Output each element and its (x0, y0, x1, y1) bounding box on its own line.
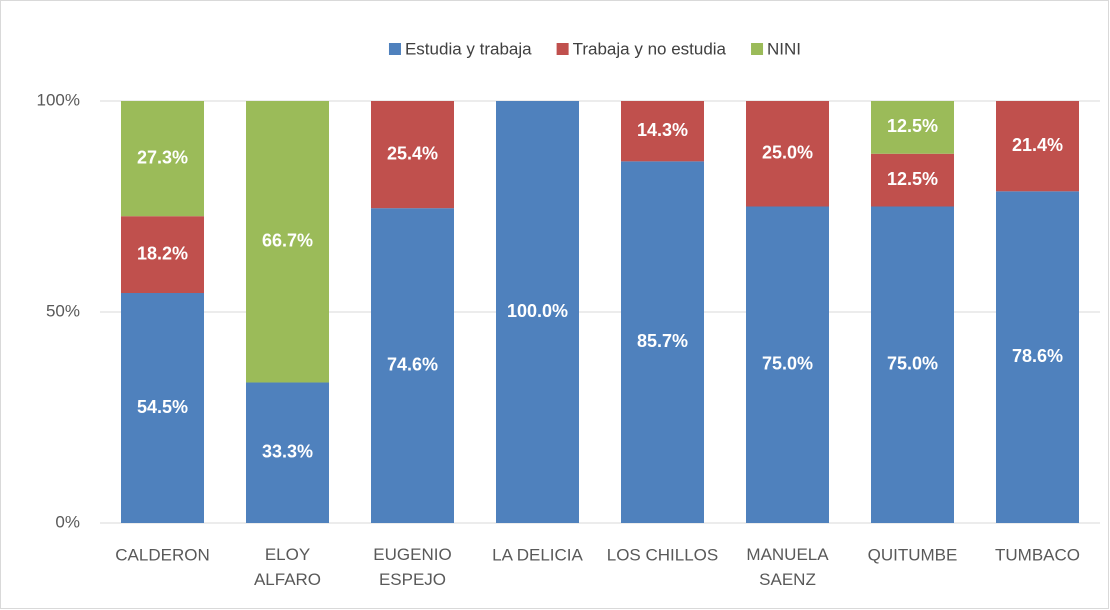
data-label: 100.0% (507, 301, 568, 321)
data-label: 12.5% (887, 116, 938, 136)
x-tick-label: LOS CHILLOS (607, 545, 719, 564)
bar-segment (621, 161, 704, 523)
bar-segment (871, 101, 954, 154)
data-label: 12.5% (887, 169, 938, 189)
bar-segment (371, 208, 454, 524)
x-tick-label: CALDERON (115, 545, 209, 564)
data-label: 14.3% (637, 120, 688, 140)
data-label: 25.0% (762, 143, 813, 163)
data-label: 78.6% (1012, 346, 1063, 366)
legend-label: Trabaja y no estudia (573, 39, 727, 58)
x-tick-label: ELOY ALFARO (254, 545, 321, 589)
bar-segment (121, 101, 204, 217)
data-label: 33.3% (262, 441, 313, 461)
bar-segment (871, 153, 954, 207)
data-label: 74.6% (387, 354, 438, 374)
data-label: 18.2% (137, 243, 188, 263)
bar-segment (996, 191, 1079, 524)
legend-label: Estudia y trabaja (405, 39, 532, 58)
x-tick-label: QUITUMBE (868, 545, 958, 564)
data-label: 27.3% (137, 147, 188, 167)
x-tick-label: LA DELICIA (492, 545, 583, 564)
bar-segment (121, 293, 204, 523)
legend-swatch (388, 43, 401, 55)
legend-swatch (751, 43, 764, 55)
data-label: 54.5% (137, 397, 188, 417)
bar-segment (246, 382, 329, 523)
bar-segment (871, 206, 954, 523)
data-label: 25.4% (387, 143, 438, 163)
bar-segment (371, 101, 454, 209)
data-label: 75.0% (887, 354, 938, 374)
x-tick-label: TUMBACO (995, 545, 1080, 564)
x-tick-label: EUGENIO ESPEJO (373, 545, 451, 589)
y-tick-label: 50% (46, 301, 80, 320)
bar-segment (996, 101, 1079, 192)
data-label: 75.0% (762, 354, 813, 374)
x-tick-label: MANUELA SAENZ (746, 545, 829, 589)
data-label: 85.7% (637, 331, 688, 351)
bar-segment (246, 101, 329, 383)
data-label: 66.7% (262, 230, 313, 250)
legend-label: NINI (767, 39, 801, 58)
y-tick-label: 100% (37, 90, 80, 109)
bar-segment (746, 101, 829, 207)
bar-segment (746, 206, 829, 523)
legend-swatch (556, 43, 569, 55)
bar-segment (621, 101, 704, 162)
bar-segment (496, 101, 579, 523)
y-tick-label: 0% (55, 512, 80, 531)
bar-segment (121, 216, 204, 294)
data-label: 21.4% (1012, 135, 1063, 155)
